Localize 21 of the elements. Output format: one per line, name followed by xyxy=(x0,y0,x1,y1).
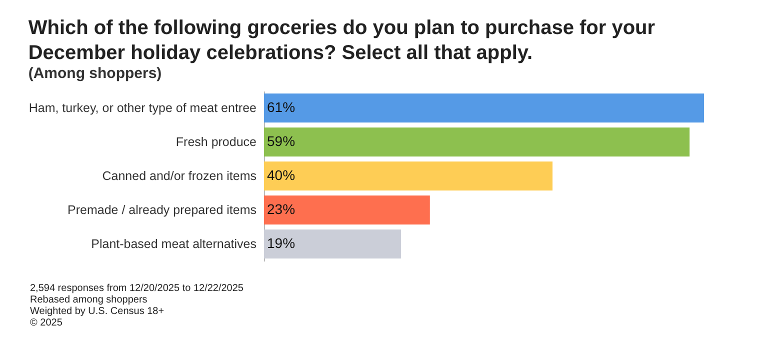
bar xyxy=(264,94,704,122)
text: Weighted by U.S. Census 18+ xyxy=(30,306,164,317)
y-tick-label: Ham, turkey, or other type of meat entree xyxy=(28,101,257,115)
text: 2,594 responses from 12/20/2025 to 12/22/2025 xyxy=(30,283,244,294)
y-tick-label: Premade / already prepared items xyxy=(68,203,256,217)
text: (Among shoppers) xyxy=(28,65,162,82)
y-tick-label: Canned and/or frozen items xyxy=(102,169,256,183)
bar xyxy=(264,162,553,190)
text: © 2025 xyxy=(30,318,63,328)
y-tick-label: Plant-based meat alternatives xyxy=(91,237,256,251)
bar xyxy=(264,196,430,224)
data-label: 19% xyxy=(267,235,296,251)
bar xyxy=(264,230,402,258)
data-label: 61% xyxy=(267,99,296,115)
data-label: 59% xyxy=(267,133,296,149)
data-label: 23% xyxy=(267,201,296,217)
data-label: 40% xyxy=(267,167,296,183)
chart-title: Which of the following groceries do you plan to purchase for your December holiday celebrations? Select all that apply. xyxy=(28,17,656,64)
bar xyxy=(264,128,690,156)
text: Rebased among shoppers xyxy=(30,294,148,306)
y-tick-label: Fresh produce xyxy=(176,135,257,149)
